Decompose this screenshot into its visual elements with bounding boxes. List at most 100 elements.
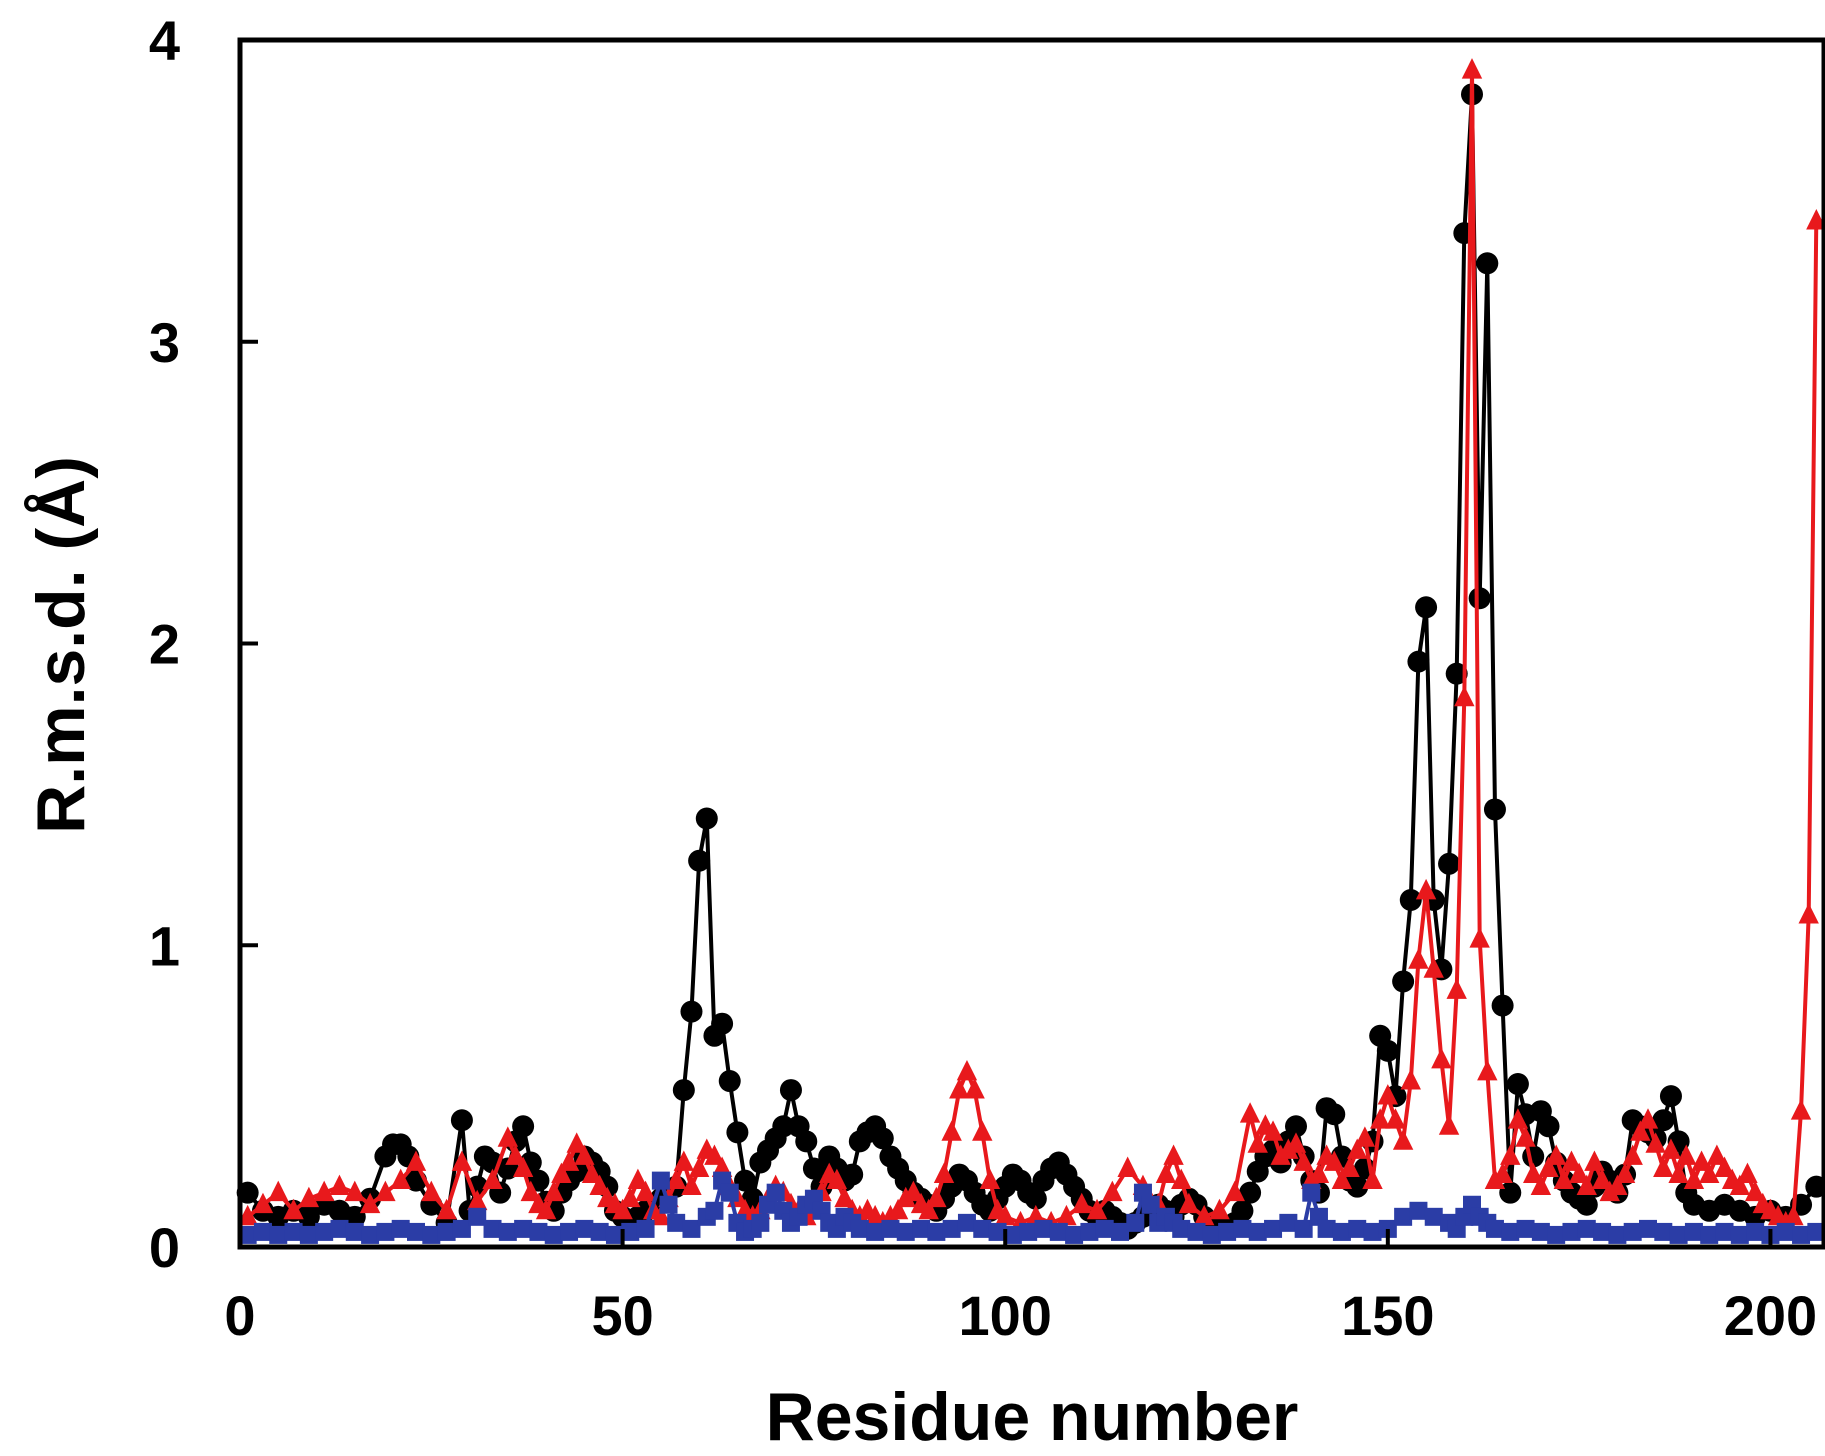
data-point xyxy=(1537,1115,1560,1138)
data-point xyxy=(680,1000,703,1023)
data-point xyxy=(359,1192,381,1214)
data-point xyxy=(1806,209,1825,230)
y-tick-label: 3 xyxy=(149,311,180,374)
data-point xyxy=(1324,1150,1345,1171)
data-point xyxy=(560,1222,579,1241)
data-point xyxy=(834,1186,855,1208)
data-point xyxy=(979,1168,1001,1190)
data-point xyxy=(688,1156,710,1177)
data-point xyxy=(1614,1162,1636,1183)
data-point xyxy=(1669,1225,1688,1244)
data-point xyxy=(1805,1175,1825,1198)
data-point xyxy=(1790,1099,1812,1120)
data-point xyxy=(1086,1198,1108,1220)
y-tick-label: 4 xyxy=(149,9,180,72)
data-point xyxy=(1783,1204,1804,1226)
data-point xyxy=(995,1204,1016,1226)
data-point xyxy=(482,1168,503,1190)
data-point xyxy=(575,1219,594,1238)
data-point xyxy=(918,1198,939,1220)
data-point xyxy=(421,1180,442,1202)
y-tick-label: 0 xyxy=(149,1216,180,1279)
data-point xyxy=(514,1219,533,1238)
data-point xyxy=(1034,1219,1053,1238)
data-point xyxy=(1248,1222,1267,1241)
data-point xyxy=(772,1115,795,1138)
data-point xyxy=(1415,596,1438,619)
data-point xyxy=(941,1120,962,1141)
data-point xyxy=(1376,1039,1399,1062)
data-point xyxy=(252,1192,274,1214)
data-point xyxy=(1485,1219,1504,1238)
data-point xyxy=(826,1168,848,1190)
data-point xyxy=(705,1201,724,1220)
data-point xyxy=(1126,1213,1145,1232)
data-point xyxy=(1202,1225,1221,1244)
data-point xyxy=(779,1079,802,1102)
data-point xyxy=(1377,1084,1399,1105)
data-point xyxy=(269,1225,288,1244)
data-point xyxy=(1729,1174,1751,1196)
data-point xyxy=(1501,1222,1520,1241)
data-point xyxy=(1308,1162,1330,1183)
data-point xyxy=(1630,1120,1651,1141)
data-point xyxy=(330,1219,349,1238)
data-point xyxy=(1117,1156,1138,1177)
data-point xyxy=(912,1219,931,1238)
x-axis-title: Residue number xyxy=(766,1379,1299,1455)
data-point xyxy=(1575,1193,1598,1216)
data-point xyxy=(1659,1085,1682,1108)
data-point xyxy=(1415,878,1437,900)
data-point xyxy=(544,1225,563,1244)
data-point xyxy=(1699,1162,1720,1183)
data-point xyxy=(452,1219,471,1238)
x-axis-ticks: 0 50 100 150 200 xyxy=(224,1229,1817,1347)
data-point xyxy=(1071,1192,1092,1214)
data-point xyxy=(681,1174,702,1196)
data-point xyxy=(1323,1103,1346,1126)
data-point xyxy=(1523,1162,1544,1183)
data-point xyxy=(535,1198,557,1220)
series-line xyxy=(246,92,1818,1231)
data-point xyxy=(1178,1192,1200,1214)
data-point xyxy=(1668,1162,1689,1183)
data-point xyxy=(361,1225,380,1244)
data-point xyxy=(1714,1156,1735,1177)
data-point xyxy=(505,1144,526,1165)
data-point xyxy=(574,1144,595,1165)
data-point xyxy=(1530,1174,1552,1196)
data-point xyxy=(1500,1144,1521,1165)
data-point xyxy=(375,1180,396,1202)
data-point xyxy=(1095,1219,1114,1238)
data-point xyxy=(795,1130,818,1153)
data-point xyxy=(1483,798,1506,821)
data-point xyxy=(726,1121,749,1144)
data-point xyxy=(450,1109,473,1132)
data-point xyxy=(1209,1198,1230,1220)
data-point xyxy=(973,1219,992,1238)
data-point xyxy=(1506,1073,1529,1096)
data-point xyxy=(1660,1138,1682,1159)
data-point xyxy=(972,1120,993,1141)
series-line xyxy=(246,68,1819,1225)
data-point xyxy=(343,1205,366,1228)
plot-frame xyxy=(237,37,1825,1250)
data-point xyxy=(1476,252,1499,275)
data-point xyxy=(391,1219,410,1238)
data-point xyxy=(1392,970,1415,993)
series-circle xyxy=(236,83,1825,1240)
data-point xyxy=(1568,1162,1590,1183)
data-point xyxy=(299,1225,318,1244)
data-point xyxy=(1477,1059,1498,1081)
data-point xyxy=(1492,1162,1513,1183)
data-point xyxy=(1424,1207,1443,1226)
data-point xyxy=(590,1222,609,1241)
data-point xyxy=(1446,978,1467,999)
data-point xyxy=(313,1180,335,1202)
data-point xyxy=(704,1144,725,1165)
data-point xyxy=(483,1219,502,1238)
data-point xyxy=(589,1174,610,1196)
data-point xyxy=(1347,1138,1368,1159)
